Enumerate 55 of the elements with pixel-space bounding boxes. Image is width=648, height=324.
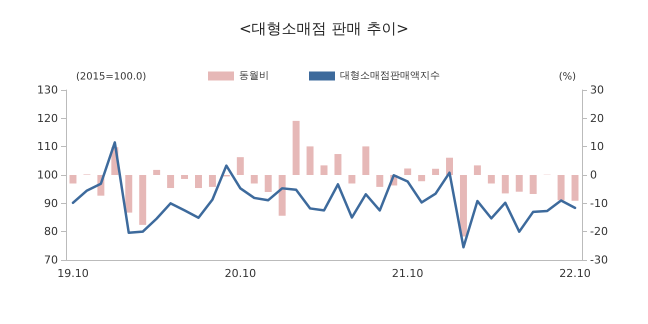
- bar: [376, 175, 384, 187]
- y-tick-label: 70: [44, 254, 58, 266]
- bar: [139, 175, 146, 225]
- y2-tick-label: -10: [590, 196, 608, 210]
- bar: [572, 175, 579, 201]
- bar: [125, 175, 132, 213]
- bar: [348, 175, 356, 184]
- bar: [446, 158, 453, 175]
- y2-tick-label: 30: [590, 84, 604, 96]
- bar: [404, 168, 412, 175]
- x-tick-label: 21.10: [392, 267, 424, 280]
- bar: [558, 175, 565, 200]
- bar: [167, 175, 174, 188]
- y2-tick-label: -20: [590, 225, 608, 238]
- legend-label: 동월비: [239, 70, 269, 82]
- bar: [502, 175, 509, 194]
- chart-title: <대형소매점 판매 추이>: [239, 20, 409, 38]
- y-tick-label: 120: [37, 112, 58, 125]
- bar: [320, 165, 328, 175]
- y2-tick-label: 20: [590, 112, 604, 125]
- bar: [264, 175, 272, 192]
- y-tick-label: 110: [37, 140, 58, 154]
- x-tick-label: 22.10: [559, 267, 591, 280]
- bar: [292, 120, 300, 175]
- bar: [474, 165, 481, 175]
- bar: [432, 168, 440, 175]
- bar: [516, 175, 523, 192]
- bar: [488, 175, 495, 184]
- bar: [181, 175, 188, 179]
- y-tick-label: 80: [44, 225, 58, 238]
- y2-axis-title: (%): [558, 72, 576, 82]
- x-tick-label: 20.10: [224, 267, 256, 280]
- bar: [460, 175, 467, 236]
- bar: [195, 175, 202, 188]
- y2-tick-label: -30: [590, 254, 608, 266]
- legend-label: 대형소매점판매액지수: [340, 70, 440, 82]
- bar: [362, 146, 370, 175]
- bar: [306, 146, 314, 175]
- y-tick-label: 130: [37, 84, 58, 96]
- y2-tick-label: 10: [590, 140, 604, 154]
- bar: [334, 154, 342, 175]
- line-series: [72, 141, 576, 248]
- y-tick-label: 90: [44, 196, 58, 210]
- bar: [236, 157, 244, 175]
- y-axis-title: (2015=100.0): [76, 72, 146, 82]
- bar: [69, 175, 76, 184]
- bar: [208, 175, 216, 187]
- y-tick-label: 100: [37, 168, 58, 182]
- y2-tick-label: 0: [590, 168, 597, 182]
- bar: [250, 175, 258, 184]
- bar: [418, 175, 426, 182]
- bar: [278, 175, 286, 216]
- x-tick-label: 19.10: [57, 267, 89, 280]
- bar: [530, 175, 537, 194]
- bar: [153, 170, 160, 175]
